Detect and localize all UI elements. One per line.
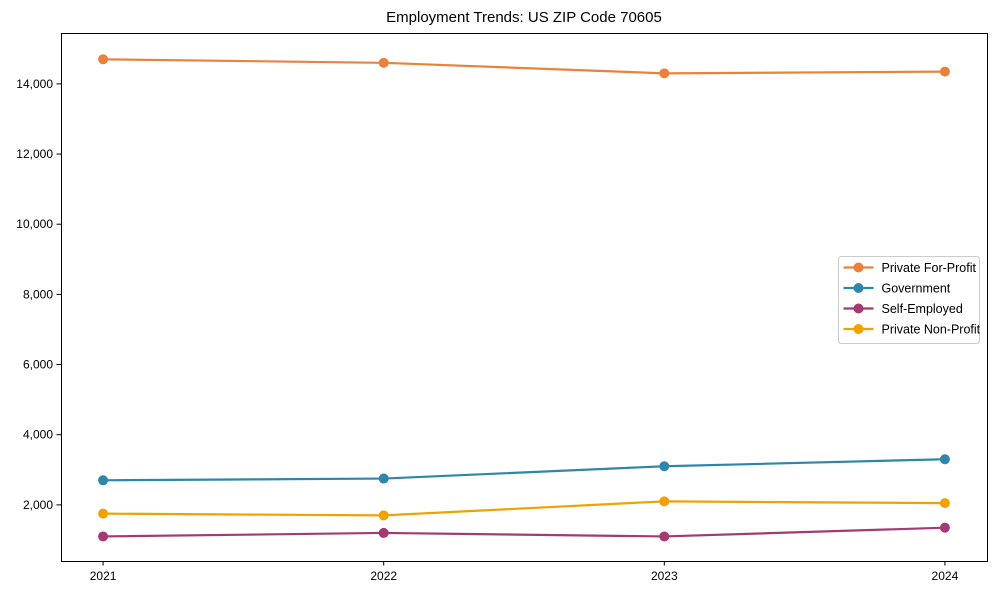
data-point-government-2022 bbox=[378, 473, 389, 484]
series-line-self-employed bbox=[101, 526, 947, 538]
legend-marker-dot-private-for-profit bbox=[853, 262, 864, 273]
data-point-government-2023 bbox=[659, 461, 670, 472]
y-tick-label: 14,000 bbox=[16, 77, 53, 91]
data-point-self-employed-2021 bbox=[98, 531, 109, 542]
y-tick-label: 6,000 bbox=[23, 358, 53, 372]
x-tick-label: 2023 bbox=[651, 569, 678, 583]
series-line-private-non-profit bbox=[101, 500, 947, 517]
data-point-government-2024 bbox=[939, 454, 950, 465]
data-point-private-for-profit-2022 bbox=[378, 57, 389, 68]
data-point-private-non-profit-2021 bbox=[98, 508, 109, 519]
series-line-government bbox=[101, 458, 947, 482]
data-point-self-employed-2023 bbox=[659, 531, 670, 542]
legend-box bbox=[838, 256, 980, 344]
data-point-private-non-profit-2024 bbox=[939, 498, 950, 509]
legend-label-private-non-profit: Private Non-Profit bbox=[882, 323, 981, 337]
data-point-self-employed-2024 bbox=[939, 522, 950, 533]
data-point-private-for-profit-2023 bbox=[659, 68, 670, 79]
data-point-private-for-profit-2024 bbox=[939, 66, 950, 77]
chart-title: Employment Trends: US ZIP Code 70605 bbox=[386, 9, 662, 26]
x-tick-label: 2022 bbox=[370, 569, 397, 583]
x-tick-label: 2021 bbox=[90, 569, 117, 583]
data-point-self-employed-2022 bbox=[378, 527, 389, 538]
data-point-government-2021 bbox=[98, 475, 109, 486]
series-line-private-for-profit bbox=[101, 58, 947, 75]
y-tick-label: 12,000 bbox=[16, 147, 53, 161]
data-point-private-for-profit-2021 bbox=[98, 54, 109, 65]
y-tick-label: 8,000 bbox=[23, 287, 53, 301]
legend-label-self-employed: Self-Employed bbox=[882, 302, 963, 316]
data-point-private-non-profit-2022 bbox=[378, 510, 389, 521]
data-point-private-non-profit-2023 bbox=[659, 496, 670, 507]
x-tick-label: 2024 bbox=[932, 569, 959, 583]
legend-label-private-for-profit: Private For-Profit bbox=[882, 261, 977, 275]
y-tick-label: 4,000 bbox=[23, 428, 53, 442]
y-tick-label: 10,000 bbox=[16, 217, 53, 231]
legend-marker-dot-government bbox=[853, 283, 864, 293]
y-tick-label: 2,000 bbox=[23, 498, 53, 512]
plot-border bbox=[61, 33, 988, 562]
legend-label-government: Government bbox=[882, 282, 951, 296]
legend-marker-dot-private-non-profit bbox=[853, 324, 864, 334]
legend-marker-dot-self-employed bbox=[853, 303, 864, 314]
